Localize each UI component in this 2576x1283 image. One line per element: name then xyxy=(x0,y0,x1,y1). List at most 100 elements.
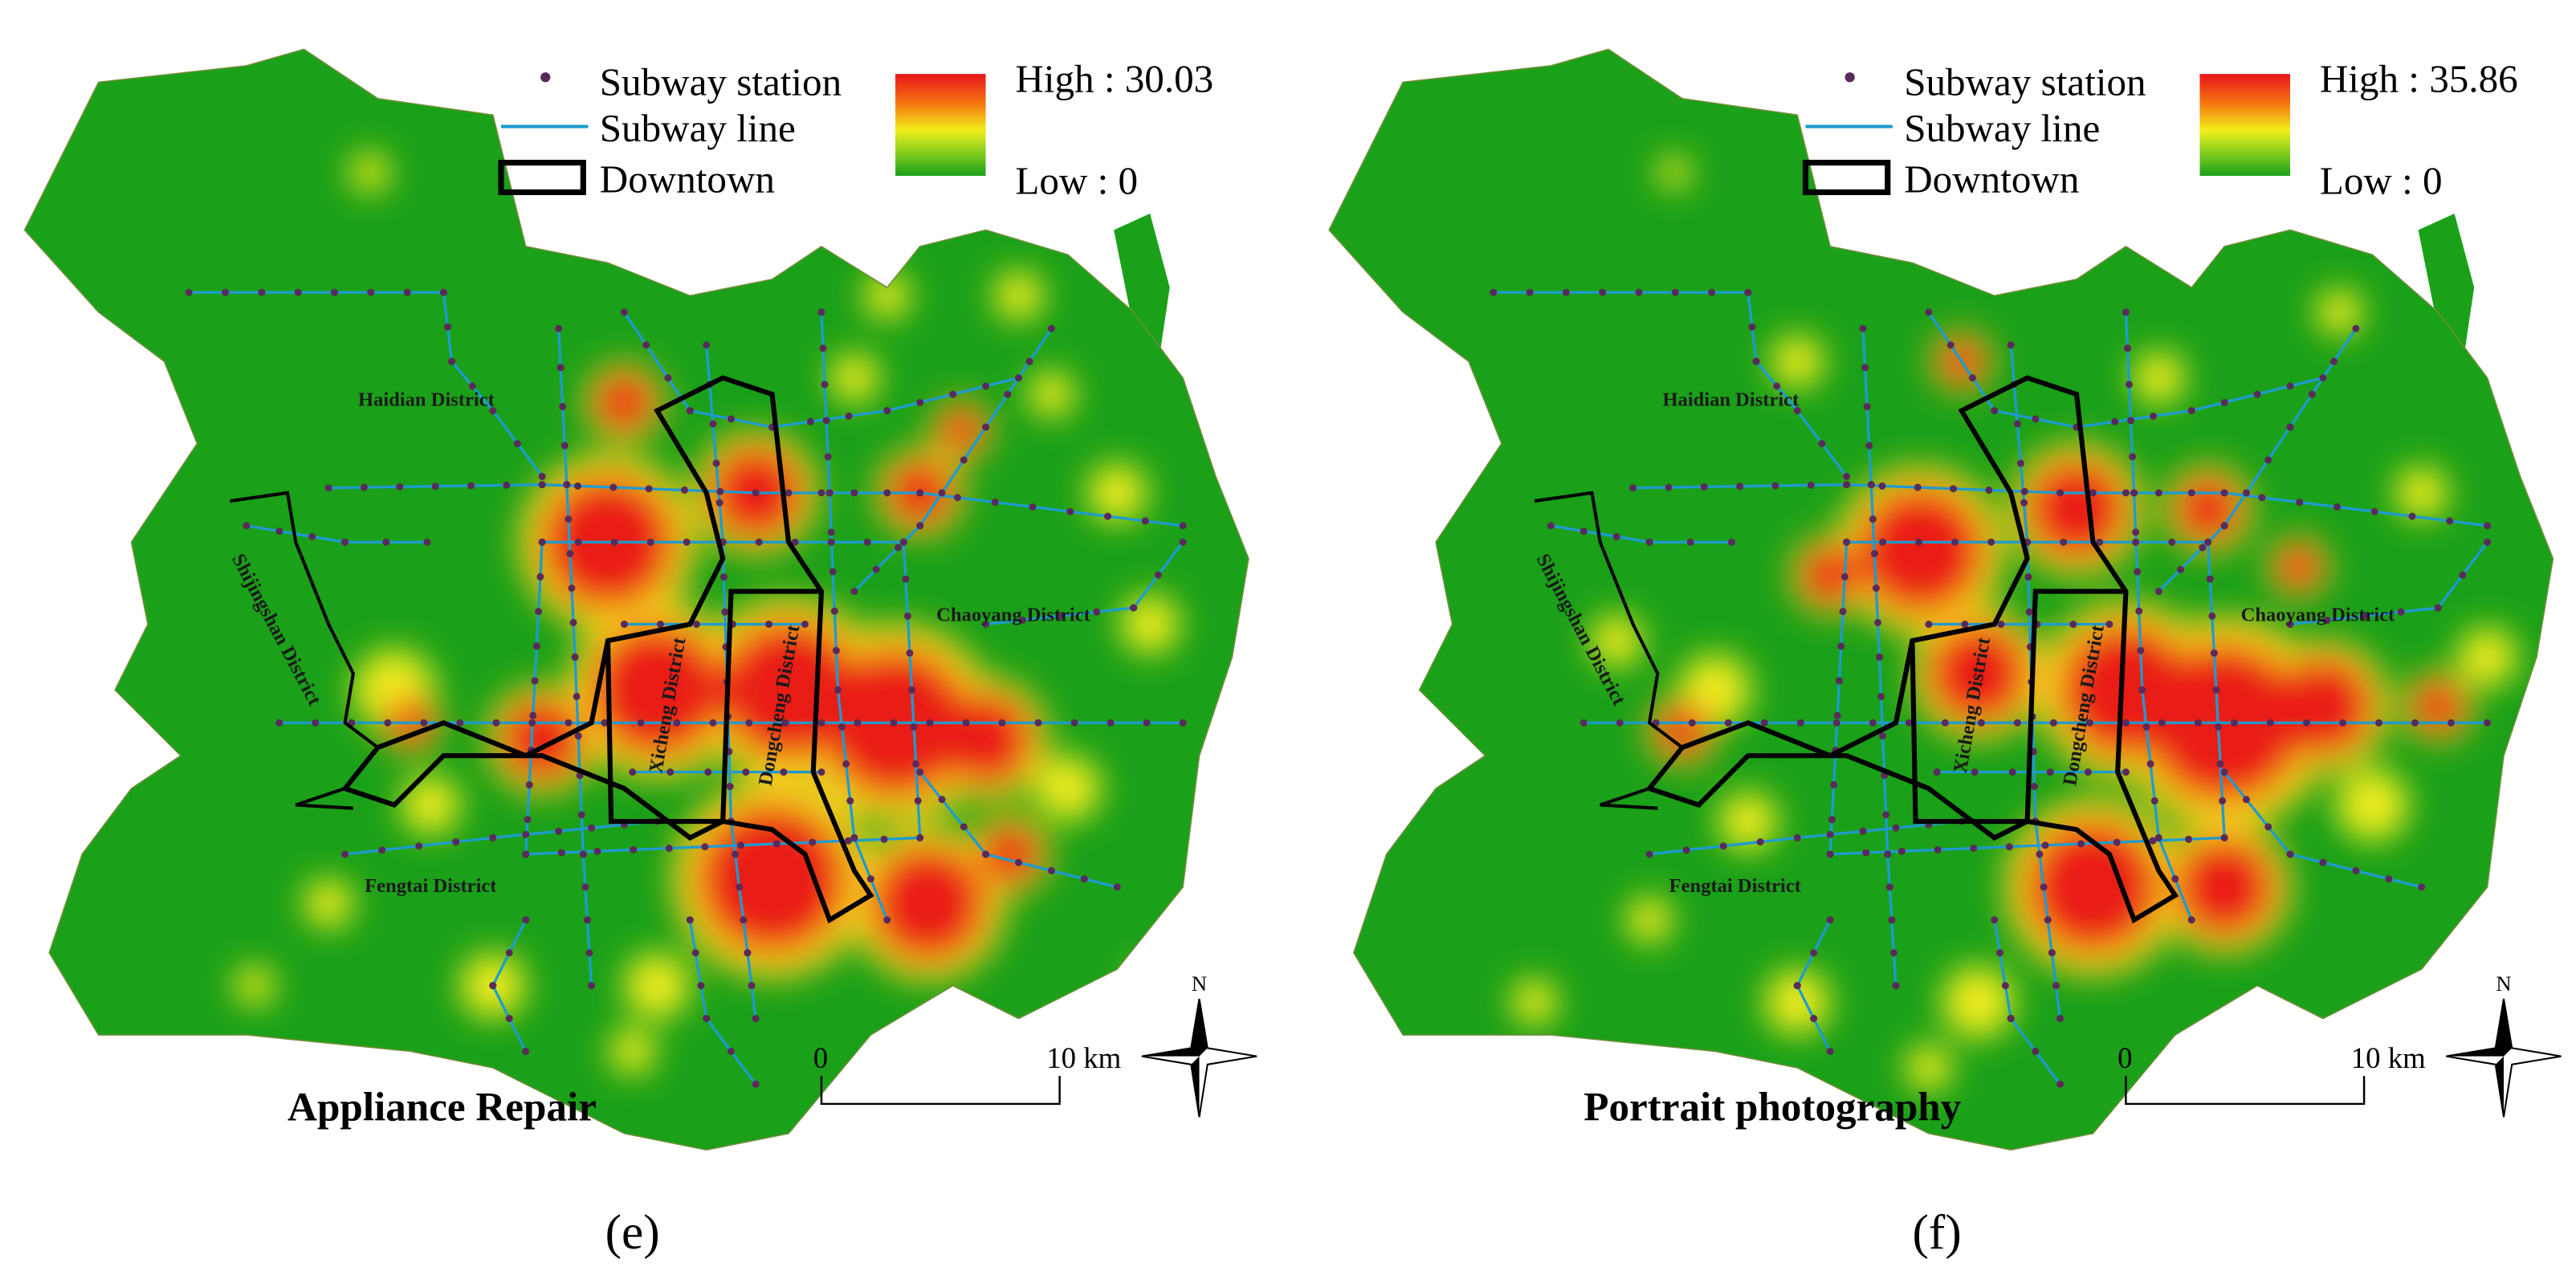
subway-station xyxy=(2319,858,2327,866)
subway-station xyxy=(1019,616,1027,624)
subway-station xyxy=(721,608,729,616)
subway-station xyxy=(2024,573,2032,581)
subway-station xyxy=(2001,982,2009,990)
subway-station xyxy=(1991,407,1999,415)
subway-station xyxy=(2446,517,2454,525)
heat-spot xyxy=(864,272,911,319)
subway-station xyxy=(912,760,920,768)
subway-station xyxy=(1828,816,1836,824)
subway-station xyxy=(2187,916,2195,924)
subway-station xyxy=(1879,732,1887,740)
subway-station xyxy=(1093,608,1101,616)
legend-low: Low : 0 xyxy=(2320,158,2443,202)
subway-station xyxy=(396,483,404,491)
subway-station xyxy=(742,768,750,776)
subway-station xyxy=(1686,538,1694,546)
subway-station xyxy=(1752,357,1760,365)
subway-station xyxy=(1826,850,1834,858)
subway-station xyxy=(1885,883,1893,891)
panel-title: Appliance Repair xyxy=(287,1084,597,1130)
subway-station xyxy=(764,621,772,629)
subway-station xyxy=(423,538,431,546)
subway-station xyxy=(563,481,571,489)
subway-station xyxy=(367,288,375,296)
subway-station xyxy=(703,1015,711,1023)
subway-station xyxy=(637,719,645,727)
legend-high: High : 30.03 xyxy=(1015,57,1213,101)
heat-spot xyxy=(1120,594,1180,654)
heat-spot xyxy=(304,878,353,929)
subway-station xyxy=(1014,858,1022,866)
subway-station xyxy=(2013,719,2021,727)
subway-station xyxy=(926,719,934,727)
subway-station xyxy=(737,841,745,849)
subway-station xyxy=(960,823,968,831)
subway-station xyxy=(2048,949,2056,957)
subway-station xyxy=(1991,916,1999,924)
subway-station xyxy=(1905,719,1913,727)
district-boundary xyxy=(1600,787,1658,810)
subway-station xyxy=(2056,1015,2064,1023)
subway-station xyxy=(529,711,537,719)
subway-station xyxy=(832,646,840,654)
heat-core xyxy=(2027,459,2126,559)
map-island xyxy=(1114,214,1170,365)
subway-station xyxy=(566,550,574,558)
subway-station xyxy=(555,324,563,332)
subway-station xyxy=(755,538,763,546)
subway-station xyxy=(2230,719,2238,727)
subway-station xyxy=(646,538,654,546)
subway-station xyxy=(683,538,691,546)
subway-station xyxy=(883,916,891,924)
subway-station xyxy=(780,768,788,776)
legend-ramp xyxy=(2199,74,2291,176)
district-label: Haidian District xyxy=(1662,389,1800,410)
subway-station xyxy=(1004,390,1012,398)
subway-station xyxy=(2242,489,2250,497)
subway-station xyxy=(850,489,858,497)
map-outline xyxy=(23,48,1249,1151)
subway-station xyxy=(1863,402,1871,410)
subway-station xyxy=(569,618,577,626)
subway-station xyxy=(1562,288,1570,296)
subway-station xyxy=(1080,875,1088,883)
subway-station xyxy=(629,768,637,776)
scale-end: 10 km xyxy=(2351,1041,2426,1074)
subway-station xyxy=(1877,693,1885,701)
subway-station xyxy=(1833,711,1841,719)
subway-station xyxy=(704,768,712,776)
subway-station xyxy=(2084,768,2092,776)
subway-station xyxy=(1873,618,1881,626)
subway-station xyxy=(890,719,898,727)
heat-spot xyxy=(609,1028,656,1075)
subway-station xyxy=(1056,612,1064,620)
subway-station xyxy=(806,417,814,426)
subway-station xyxy=(384,719,392,727)
subway-station xyxy=(817,719,825,727)
subway-station xyxy=(2142,723,2150,731)
subway-station xyxy=(2111,417,2119,426)
subway-station xyxy=(809,838,817,846)
subway-station xyxy=(448,357,456,365)
subway-station xyxy=(686,916,694,924)
heat-spot xyxy=(1511,979,1558,1025)
subway-station xyxy=(503,481,511,489)
subway-station xyxy=(1810,949,1818,957)
subway-station xyxy=(1810,1015,1818,1023)
heat-core xyxy=(501,698,584,780)
subway-station xyxy=(1826,916,1834,924)
subway-station xyxy=(620,621,628,629)
subway-station xyxy=(2370,507,2378,515)
subway-station xyxy=(2204,538,2212,546)
subway-station xyxy=(1635,288,1643,296)
legend-low: Low : 0 xyxy=(1015,158,1138,202)
subway-station xyxy=(1837,642,1845,650)
subway-station xyxy=(1154,571,1162,579)
subway-station xyxy=(2130,489,2138,497)
heat-spot xyxy=(1028,371,1075,417)
heat-spot xyxy=(234,966,275,1006)
district-boundary xyxy=(230,491,379,749)
